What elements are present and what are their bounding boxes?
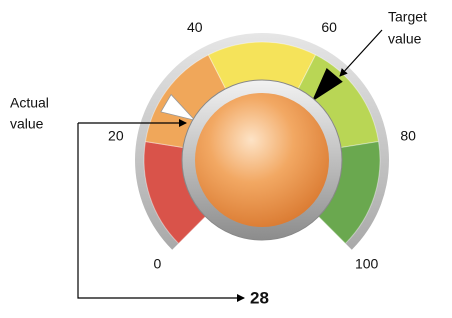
target-label: Target	[388, 9, 427, 25]
gauge-chart: 0 20 40 60 80 100 Actual value Target value 2…	[0, 0, 452, 318]
actual-label: value	[10, 116, 44, 132]
value-label: 28	[250, 288, 269, 307]
tick-label: 40	[187, 19, 203, 35]
actual-label: Actual	[10, 95, 49, 111]
tick-label: 80	[400, 128, 416, 144]
tick-label: 0	[153, 255, 161, 271]
tick-label: 60	[321, 19, 337, 35]
target-arrow	[340, 30, 382, 76]
gauge: 0 20 40 60 80 100	[108, 19, 416, 272]
hub	[195, 93, 329, 227]
tick-label: 100	[355, 255, 379, 271]
target-label: value	[388, 31, 422, 47]
tick-label: 20	[108, 128, 124, 144]
